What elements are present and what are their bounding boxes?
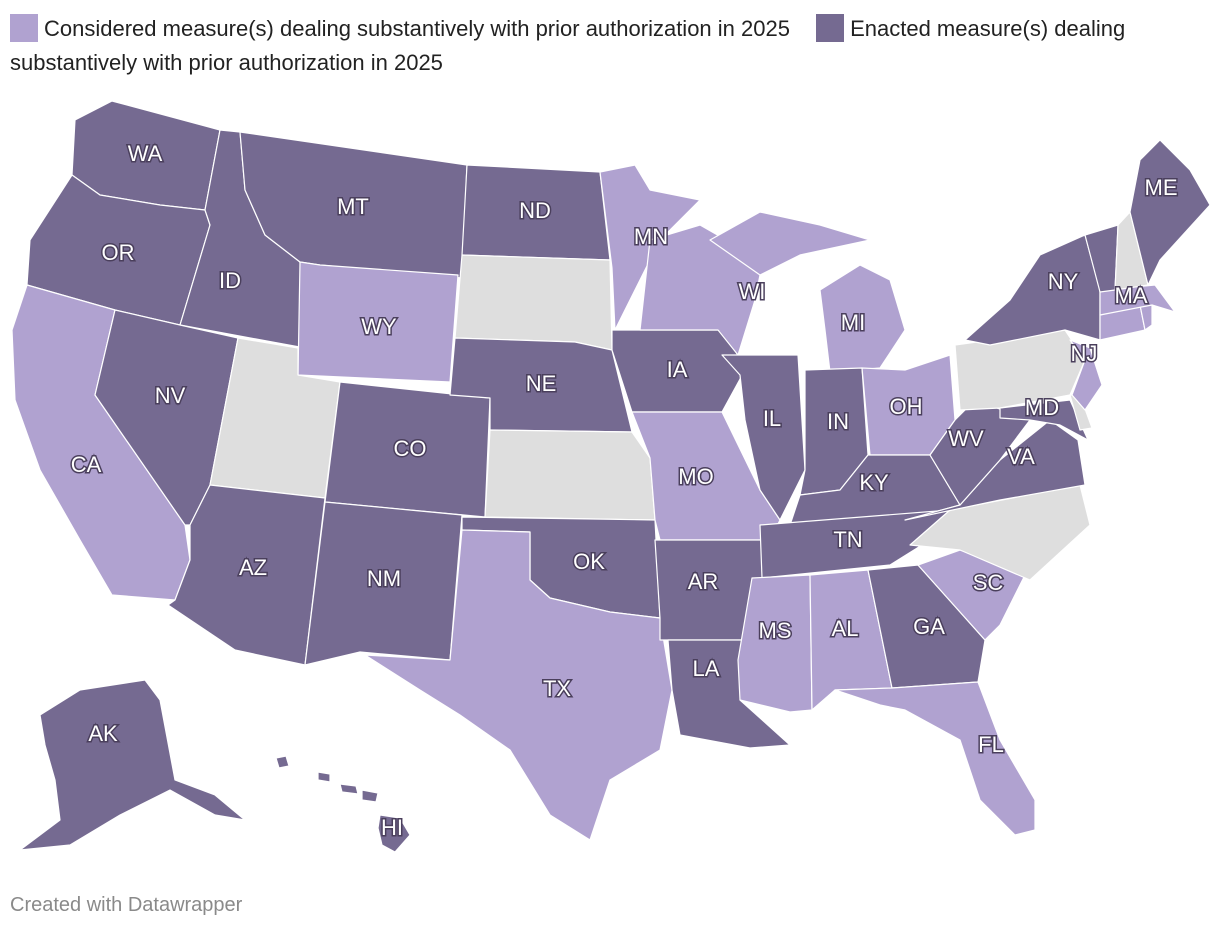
state-label-wy: WY bbox=[361, 314, 397, 339]
state-tx[interactable] bbox=[364, 529, 673, 841]
state-label-mn: MN bbox=[634, 224, 668, 249]
state-md[interactable] bbox=[999, 399, 1089, 441]
legend-item-considered: Considered measure(s) dealing substantiv… bbox=[10, 14, 790, 42]
state-sd[interactable] bbox=[454, 254, 613, 351]
legend-label-enacted: Enacted measure(s) dealing substantively… bbox=[10, 16, 1126, 75]
state-wi[interactable] bbox=[639, 224, 761, 356]
legend-label-considered: Considered measure(s) dealing substantiv… bbox=[44, 16, 790, 41]
state-label-va: VA bbox=[1007, 444, 1035, 469]
legend: Considered measure(s) dealing substantiv… bbox=[10, 12, 1210, 80]
state-label-fl: FL bbox=[978, 732, 1004, 757]
state-label-ma: MA bbox=[1115, 283, 1148, 308]
state-label-il: IL bbox=[763, 406, 781, 431]
state-label-nd: ND bbox=[519, 198, 551, 223]
state-label-wv: WV bbox=[948, 426, 984, 451]
state-label-ga: GA bbox=[913, 614, 945, 639]
state-ms[interactable] bbox=[737, 574, 813, 713]
state-label-nv: NV bbox=[155, 383, 186, 408]
state-label-nj: NJ bbox=[1071, 341, 1098, 366]
us-map: WA OR CA ID NV MT WY AZ CO NM ND NE OK T… bbox=[11, 100, 1211, 853]
state-label-id: ID bbox=[219, 268, 241, 293]
state-hi[interactable] bbox=[275, 755, 411, 853]
state-me[interactable] bbox=[1129, 139, 1211, 286]
legend-swatch-enacted bbox=[816, 14, 845, 42]
state-label-or: OR bbox=[102, 240, 135, 265]
state-label-tn: TN bbox=[833, 527, 862, 552]
state-label-ak: AK bbox=[88, 721, 118, 746]
map-labels: WA OR CA ID NV MT WY AZ CO NM ND NE OK T… bbox=[69, 139, 1179, 841]
state-label-ms: MS bbox=[759, 618, 792, 643]
state-label-ia: IA bbox=[667, 357, 688, 382]
legend-swatch-considered bbox=[10, 14, 38, 42]
state-label-in: IN bbox=[827, 409, 849, 434]
state-label-me: ME bbox=[1145, 175, 1178, 200]
state-label-ar: AR bbox=[688, 569, 719, 594]
state-label-ky: KY bbox=[859, 470, 889, 495]
state-label-wi: WI bbox=[739, 279, 766, 304]
state-label-mi: MI bbox=[841, 310, 865, 335]
state-tn[interactable] bbox=[759, 509, 951, 579]
state-label-az: AZ bbox=[239, 555, 267, 580]
state-ga[interactable] bbox=[867, 564, 986, 689]
state-label-al: AL bbox=[832, 616, 859, 641]
legend-item-enacted: Enacted measure(s) dealing substantively… bbox=[10, 14, 1126, 75]
state-mi[interactable] bbox=[709, 211, 906, 373]
state-nj[interactable] bbox=[1069, 339, 1103, 411]
state-wy[interactable] bbox=[297, 261, 459, 383]
state-ny[interactable] bbox=[964, 234, 1101, 346]
footer-credit: Created with Datawrapper bbox=[10, 894, 243, 916]
state-sc[interactable] bbox=[917, 549, 1026, 641]
state-label-nm: NM bbox=[367, 566, 401, 591]
state-label-ny: NY bbox=[1048, 269, 1079, 294]
state-label-oh: OH bbox=[890, 394, 923, 419]
state-fl[interactable] bbox=[834, 681, 1036, 836]
state-label-ca: CA bbox=[71, 452, 102, 477]
state-ak[interactable] bbox=[19, 679, 246, 851]
state-il[interactable] bbox=[721, 354, 806, 521]
state-label-tx: TX bbox=[543, 676, 571, 701]
state-label-hi: HI bbox=[381, 815, 403, 840]
state-label-ne: NE bbox=[526, 371, 557, 396]
state-label-co: CO bbox=[394, 436, 427, 461]
state-label-la: LA bbox=[693, 656, 720, 681]
state-label-wa: WA bbox=[128, 141, 163, 166]
map-states bbox=[11, 100, 1211, 853]
state-label-md: MD bbox=[1025, 395, 1059, 420]
state-label-sc: SC bbox=[973, 570, 1004, 595]
state-ks[interactable] bbox=[484, 429, 656, 521]
state-label-mt: MT bbox=[337, 194, 369, 219]
state-label-mo: MO bbox=[678, 464, 713, 489]
state-label-ok: OK bbox=[573, 549, 605, 574]
state-nm[interactable] bbox=[304, 501, 463, 666]
